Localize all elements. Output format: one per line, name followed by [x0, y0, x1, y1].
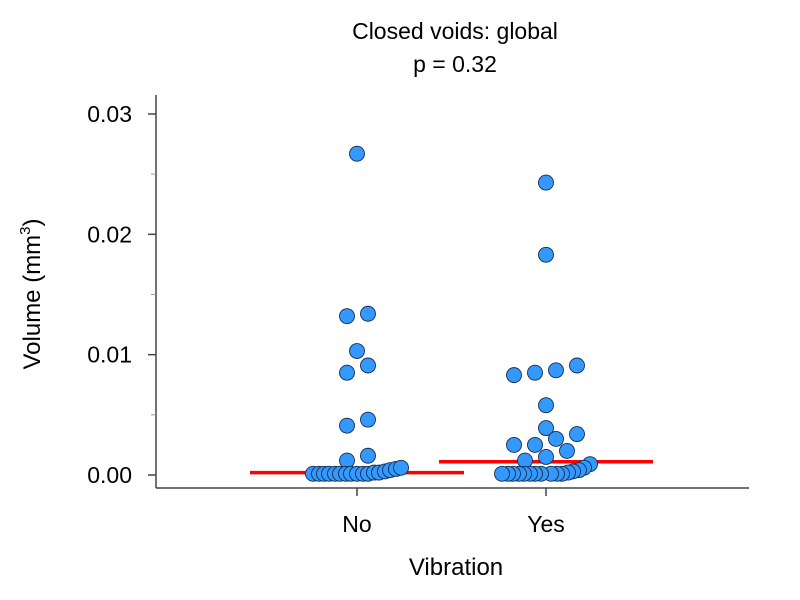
- x-tick-label: No: [342, 511, 371, 537]
- data-point: [559, 442, 575, 459]
- data-point: [393, 459, 409, 476]
- data-point: [494, 465, 510, 482]
- chart-title: Closed voids: global: [352, 18, 558, 44]
- data-point: [527, 436, 543, 453]
- data-point: [360, 357, 376, 374]
- data-point: [538, 449, 554, 465]
- chart-subtitle: p = 0.32: [413, 51, 497, 77]
- y-ticks: 0.00 0.01 0.02 0.03: [87, 101, 156, 488]
- y-axis-label-close: ): [19, 218, 46, 226]
- y-axis-label: Volume (mm3): [17, 218, 46, 369]
- data-point: [548, 362, 564, 379]
- y-tick-label: 0.03: [87, 101, 132, 127]
- data-point: [360, 411, 376, 428]
- data-points: [305, 145, 598, 482]
- data-point: [538, 420, 554, 437]
- data-point: [360, 305, 376, 322]
- data-point: [349, 145, 365, 162]
- y-tick-label: 0.00: [87, 462, 132, 488]
- data-point: [569, 426, 585, 443]
- data-point: [339, 452, 355, 469]
- data-point: [538, 397, 554, 414]
- x-axis-label: Vibration: [409, 554, 503, 581]
- data-point: [506, 367, 522, 384]
- data-point: [339, 308, 355, 325]
- x-tick-label: Yes: [527, 511, 565, 537]
- data-point: [349, 343, 365, 360]
- data-point: [538, 246, 554, 263]
- data-point: [538, 174, 554, 191]
- data-point: [506, 436, 522, 453]
- y-tick-label: 0.02: [87, 221, 132, 247]
- x-ticks: No Yes: [342, 488, 565, 537]
- data-point: [548, 430, 564, 447]
- data-point: [339, 417, 355, 434]
- data-point: [339, 364, 355, 381]
- y-axis-label-main: Volume (mm: [19, 235, 46, 370]
- data-point: [517, 452, 533, 469]
- data-point: [360, 447, 376, 464]
- data-point: [569, 357, 585, 374]
- y-axis-label-superscript: 3: [17, 226, 34, 234]
- y-tick-label: 0.01: [87, 342, 132, 368]
- data-point: [527, 364, 543, 381]
